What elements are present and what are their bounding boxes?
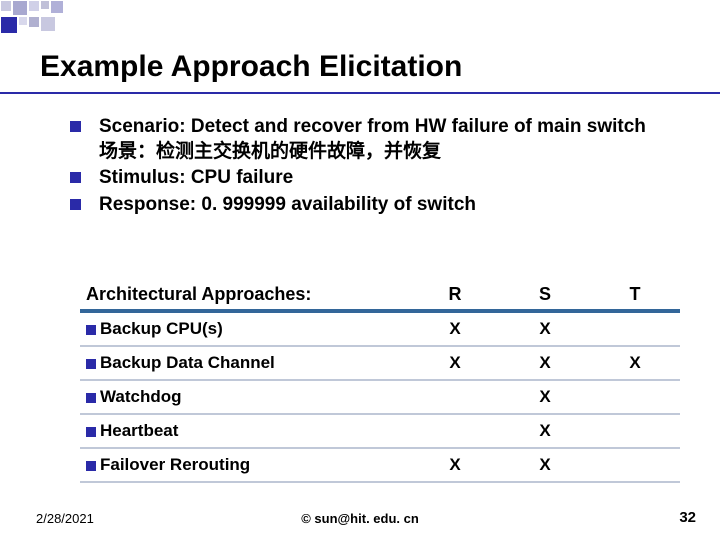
title-underline <box>0 92 720 94</box>
bullet-text: Scenario: Detect and recover from HW fai… <box>99 115 646 164</box>
bullet-list: Scenario: Detect and recover from HW fai… <box>70 115 670 220</box>
deco-square <box>19 17 27 25</box>
bullet-text: Response: 0. 999999 availability of swit… <box>99 193 476 218</box>
cell-t <box>590 414 680 448</box>
deco-square <box>13 1 27 15</box>
cell-approach: Heartbeat <box>80 414 410 448</box>
bullet-square-icon <box>86 325 96 335</box>
cell-s: X <box>500 414 590 448</box>
table-row: Backup Data ChannelXXX <box>80 346 680 380</box>
table-body: Backup CPU(s)XXBackup Data ChannelXXXWat… <box>80 311 680 482</box>
cell-r: X <box>410 311 500 346</box>
bullet-square-icon <box>70 172 81 183</box>
cell-t <box>590 448 680 482</box>
deco-square <box>29 1 39 11</box>
bullet-square-icon <box>86 393 96 403</box>
deco-square <box>41 1 49 9</box>
bullet-item: Scenario: Detect and recover from HW fai… <box>70 115 670 164</box>
col-t: T <box>590 280 680 311</box>
cell-r: X <box>410 448 500 482</box>
deco-square <box>1 1 11 11</box>
bullet-text: Stimulus: CPU failure <box>99 166 293 191</box>
cell-approach: Failover Rerouting <box>80 448 410 482</box>
cell-approach: Backup CPU(s) <box>80 311 410 346</box>
deco-square <box>41 17 55 31</box>
deco-square <box>1 17 17 33</box>
footer-copyright: © sun@hit. edu. cn <box>301 511 419 526</box>
col-s: S <box>500 280 590 311</box>
bullet-square-icon <box>70 121 81 132</box>
bullet-item: Stimulus: CPU failure <box>70 166 670 191</box>
table-row: Heartbeat X <box>80 414 680 448</box>
cell-s: X <box>500 448 590 482</box>
table-row: Backup CPU(s)XX <box>80 311 680 346</box>
table-row: Watchdog X <box>80 380 680 414</box>
col-approach: Architectural Approaches: <box>80 280 410 311</box>
deco-square <box>29 17 39 27</box>
cell-t <box>590 311 680 346</box>
cell-approach: Watchdog <box>80 380 410 414</box>
footer-date: 2/28/2021 <box>36 511 94 526</box>
cell-t <box>590 380 680 414</box>
table-row: Failover ReroutingXX <box>80 448 680 482</box>
cell-s: X <box>500 346 590 380</box>
cell-r <box>410 380 500 414</box>
deco-square <box>51 1 63 13</box>
bullet-square-icon <box>86 427 96 437</box>
col-r: R <box>410 280 500 311</box>
footer-page-number: 32 <box>679 509 696 526</box>
slide-title: Example Approach Elicitation <box>40 50 462 84</box>
bullet-square-icon <box>86 461 96 471</box>
bullet-square-icon <box>86 359 96 369</box>
cell-s: X <box>500 380 590 414</box>
decorative-squares <box>0 0 70 34</box>
cell-s: X <box>500 311 590 346</box>
bullet-item: Response: 0. 999999 availability of swit… <box>70 193 670 218</box>
cell-r: X <box>410 346 500 380</box>
table-header-row: Architectural Approaches: R S T <box>80 280 680 311</box>
cell-t: X <box>590 346 680 380</box>
cell-approach: Backup Data Channel <box>80 346 410 380</box>
cell-r <box>410 414 500 448</box>
bullet-square-icon <box>70 199 81 210</box>
approach-table: Architectural Approaches: R S T Backup C… <box>80 280 680 483</box>
